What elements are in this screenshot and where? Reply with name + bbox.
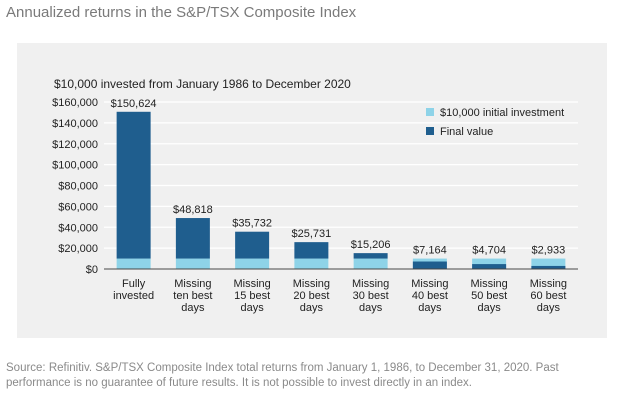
- initial-investment-bar: [353, 258, 388, 269]
- final-value-bar: [353, 253, 388, 259]
- category-label: 60 best: [530, 290, 566, 302]
- category-label: Missing: [530, 278, 567, 290]
- y-tick-label: $0: [86, 264, 98, 276]
- category-label: 40 best: [412, 290, 448, 302]
- category-label: days: [478, 302, 502, 314]
- y-tick-label: $60,000: [58, 201, 98, 213]
- category-label: invested: [113, 290, 154, 302]
- data-label: $25,731: [291, 228, 331, 240]
- final-value-bar: [235, 231, 270, 259]
- initial-investment-bar: [531, 258, 566, 269]
- y-tick-label: $160,000: [52, 97, 98, 109]
- final-value-bar: [294, 242, 329, 259]
- category-label: days: [418, 302, 442, 314]
- category-label: Missing: [233, 278, 270, 290]
- y-tick-label: $100,000: [52, 160, 98, 172]
- y-tick-label: $40,000: [58, 222, 98, 234]
- category-label: days: [537, 302, 561, 314]
- initial-investment-bar: [294, 258, 329, 269]
- legend-label: Final value: [440, 126, 493, 138]
- category-label: days: [300, 302, 324, 314]
- chart-panel: [17, 43, 607, 338]
- category-label: ten best: [173, 290, 212, 302]
- bar-chart: $10,000 invested from January 1986 to De…: [52, 77, 578, 314]
- chart-title: $10,000 invested from January 1986 to De…: [54, 77, 351, 91]
- category-label: Missing: [174, 278, 211, 290]
- category-label: Missing: [352, 278, 389, 290]
- data-label: $2,933: [532, 245, 566, 257]
- initial-investment-bar: [175, 258, 210, 269]
- legend-swatch: [426, 127, 434, 135]
- data-label: $150,624: [111, 98, 157, 110]
- data-label: $48,818: [173, 204, 213, 216]
- category-label: 50 best: [471, 290, 507, 302]
- category-label: days: [181, 302, 205, 314]
- final-value-bar: [116, 111, 151, 259]
- data-label: $7,164: [413, 245, 447, 257]
- data-label: $35,732: [232, 218, 272, 230]
- final-value-bar: [175, 218, 210, 259]
- category-label: Fully: [122, 278, 146, 290]
- initial-investment-bar: [472, 258, 507, 269]
- final-value-bar: [531, 265, 566, 269]
- page-title: Annualized returns in the S&P/TSX Compos…: [6, 4, 357, 21]
- legend-label: $10,000 initial investment: [440, 107, 564, 119]
- data-label: $4,704: [472, 245, 506, 257]
- source-footnote: Source: Refinitiv. S&P/TSX Composite Ind…: [6, 362, 559, 389]
- y-tick-label: $80,000: [58, 181, 98, 193]
- category-label: Missing: [470, 278, 507, 290]
- final-value-bar: [472, 264, 507, 269]
- y-tick-label: $20,000: [58, 243, 98, 255]
- category-label: 30 best: [353, 290, 389, 302]
- y-tick-label: $120,000: [52, 139, 98, 151]
- legend-swatch: [426, 108, 434, 116]
- category-label: Missing: [411, 278, 448, 290]
- data-label: $15,206: [351, 239, 391, 251]
- final-value-bar: [412, 261, 447, 269]
- initial-investment-bar: [116, 258, 151, 269]
- category-label: Missing: [293, 278, 330, 290]
- category-label: 20 best: [293, 290, 329, 302]
- category-label: days: [241, 302, 265, 314]
- category-label: 15 best: [234, 290, 270, 302]
- category-label: days: [359, 302, 383, 314]
- y-tick-label: $140,000: [52, 118, 98, 130]
- initial-investment-bar: [235, 258, 270, 269]
